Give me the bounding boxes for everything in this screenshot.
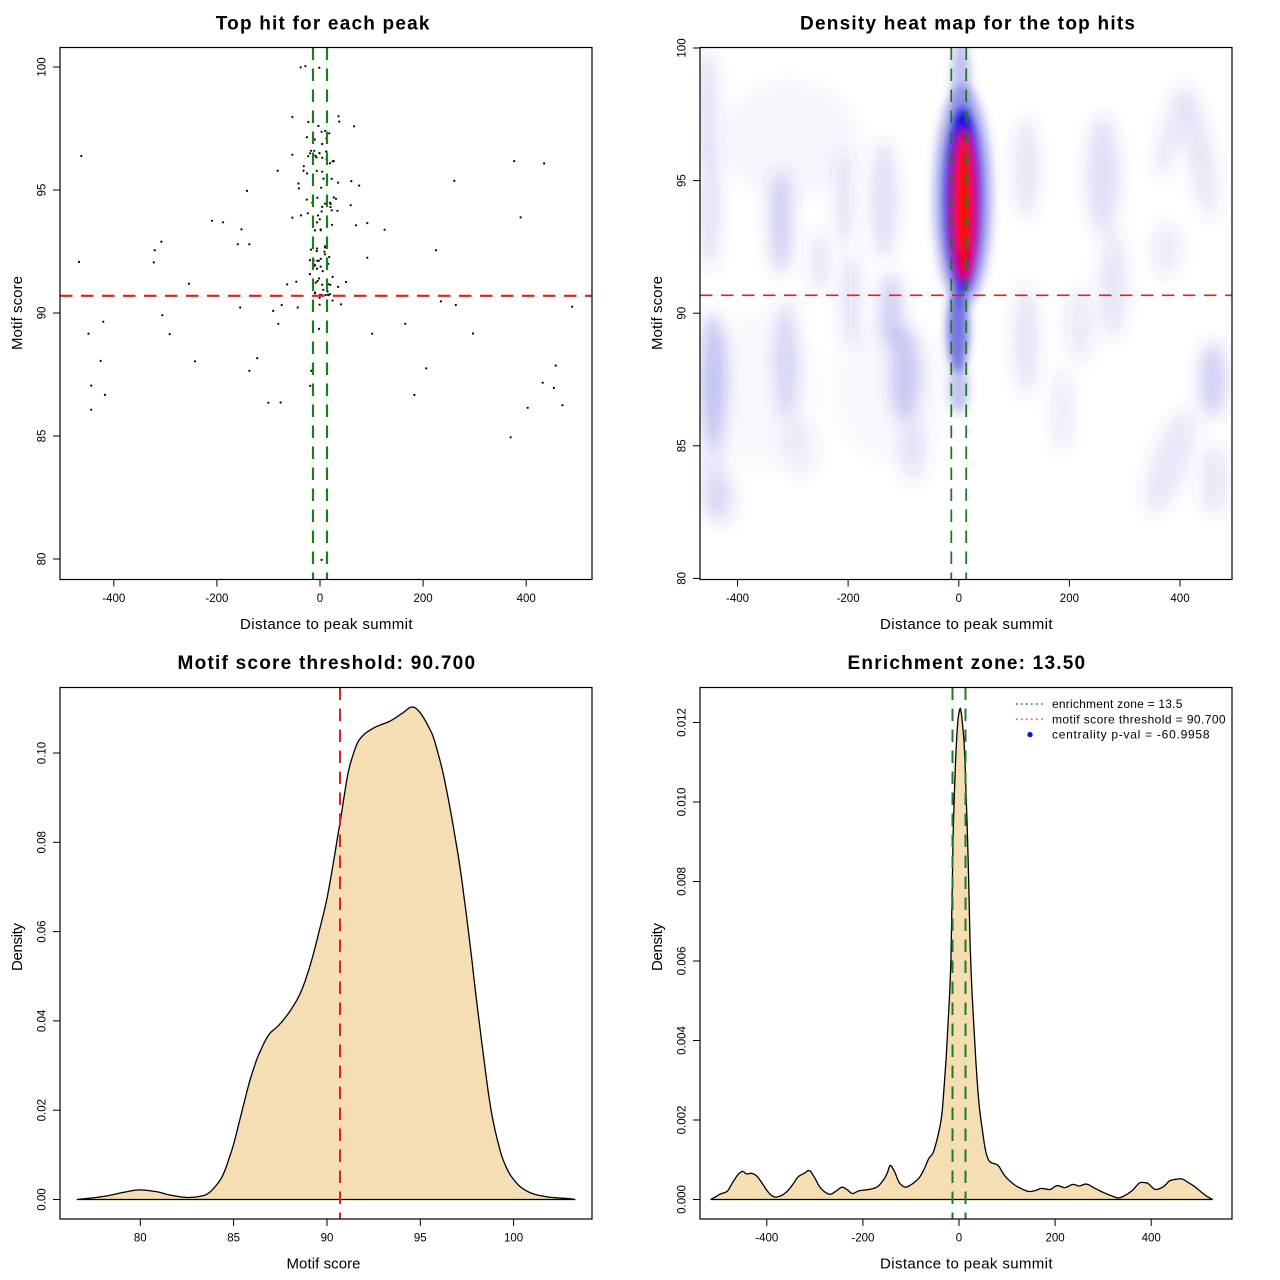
svg-text:Motif score: Motif score: [287, 1256, 361, 1273]
svg-text:400: 400: [1142, 1233, 1161, 1245]
svg-text:Motif score: Motif score: [9, 276, 26, 350]
svg-text:90: 90: [321, 1233, 334, 1245]
svg-text:0: 0: [317, 593, 323, 605]
svg-text:100: 100: [677, 38, 689, 57]
svg-text:0.006: 0.006: [677, 947, 689, 976]
svg-text:90: 90: [677, 307, 689, 320]
svg-text:0.012: 0.012: [677, 708, 689, 737]
svg-text:0.10: 0.10: [37, 742, 49, 764]
svg-text:90: 90: [37, 307, 49, 320]
svg-text:0.008: 0.008: [677, 867, 689, 896]
svg-text:Motif score threshold: 90.700: Motif score threshold: 90.700: [178, 653, 476, 674]
svg-text:400: 400: [1170, 593, 1189, 605]
svg-text:0.010: 0.010: [677, 788, 689, 817]
svg-text:0: 0: [956, 1233, 962, 1245]
svg-text:85: 85: [37, 430, 49, 443]
svg-text:100: 100: [504, 1233, 523, 1245]
svg-text:Enrichment zone: 13.50: Enrichment zone: 13.50: [848, 653, 1086, 674]
svg-text:0.00: 0.00: [37, 1188, 49, 1210]
svg-text:0.08: 0.08: [37, 831, 49, 853]
svg-text:-200: -200: [205, 593, 228, 605]
svg-text:0.02: 0.02: [37, 1099, 49, 1121]
svg-text:-200: -200: [837, 593, 860, 605]
svg-text:Distance to peak summit: Distance to peak summit: [880, 1256, 1053, 1273]
svg-text:80: 80: [134, 1233, 147, 1245]
svg-text:Motif score: Motif score: [649, 276, 666, 350]
svg-text:enrichment zone = 13.5: enrichment zone = 13.5: [1052, 697, 1183, 711]
svg-text:0.002: 0.002: [677, 1106, 689, 1135]
svg-text:200: 200: [1060, 593, 1079, 605]
svg-text:0.04: 0.04: [37, 1009, 49, 1032]
svg-text:Distance to peak summit: Distance to peak summit: [240, 616, 413, 633]
svg-text:0: 0: [956, 593, 962, 605]
svg-text:-200: -200: [851, 1233, 874, 1245]
svg-text:Density: Density: [649, 923, 666, 972]
svg-text:95: 95: [677, 174, 689, 187]
svg-text:200: 200: [1046, 1233, 1065, 1245]
svg-text:-400: -400: [755, 1233, 778, 1245]
svg-text:100: 100: [37, 57, 49, 76]
svg-text:80: 80: [677, 572, 689, 585]
svg-text:Density heat map for the top h: Density heat map for the top hits: [800, 14, 1135, 35]
svg-text:85: 85: [227, 1233, 240, 1245]
svg-text:motif score threshold = 90.700: motif score threshold = 90.700: [1052, 712, 1226, 726]
svg-text:-400: -400: [102, 593, 125, 605]
svg-text:Density: Density: [9, 923, 26, 972]
svg-text:80: 80: [37, 553, 49, 566]
svg-text:Distance to peak summit: Distance to peak summit: [880, 616, 1053, 633]
svg-text:200: 200: [414, 593, 433, 605]
svg-text:95: 95: [37, 184, 49, 197]
svg-text:400: 400: [517, 593, 536, 605]
svg-text:centrality p-val = -60.9958: centrality p-val = -60.9958: [1052, 728, 1210, 742]
svg-text:85: 85: [677, 439, 689, 452]
svg-text:0.004: 0.004: [677, 1026, 689, 1055]
svg-text:0.000: 0.000: [677, 1185, 689, 1214]
svg-text:95: 95: [414, 1233, 427, 1245]
svg-text:0.06: 0.06: [37, 920, 49, 942]
svg-text:-400: -400: [726, 593, 749, 605]
svg-text:Top hit for each peak: Top hit for each peak: [216, 14, 430, 35]
